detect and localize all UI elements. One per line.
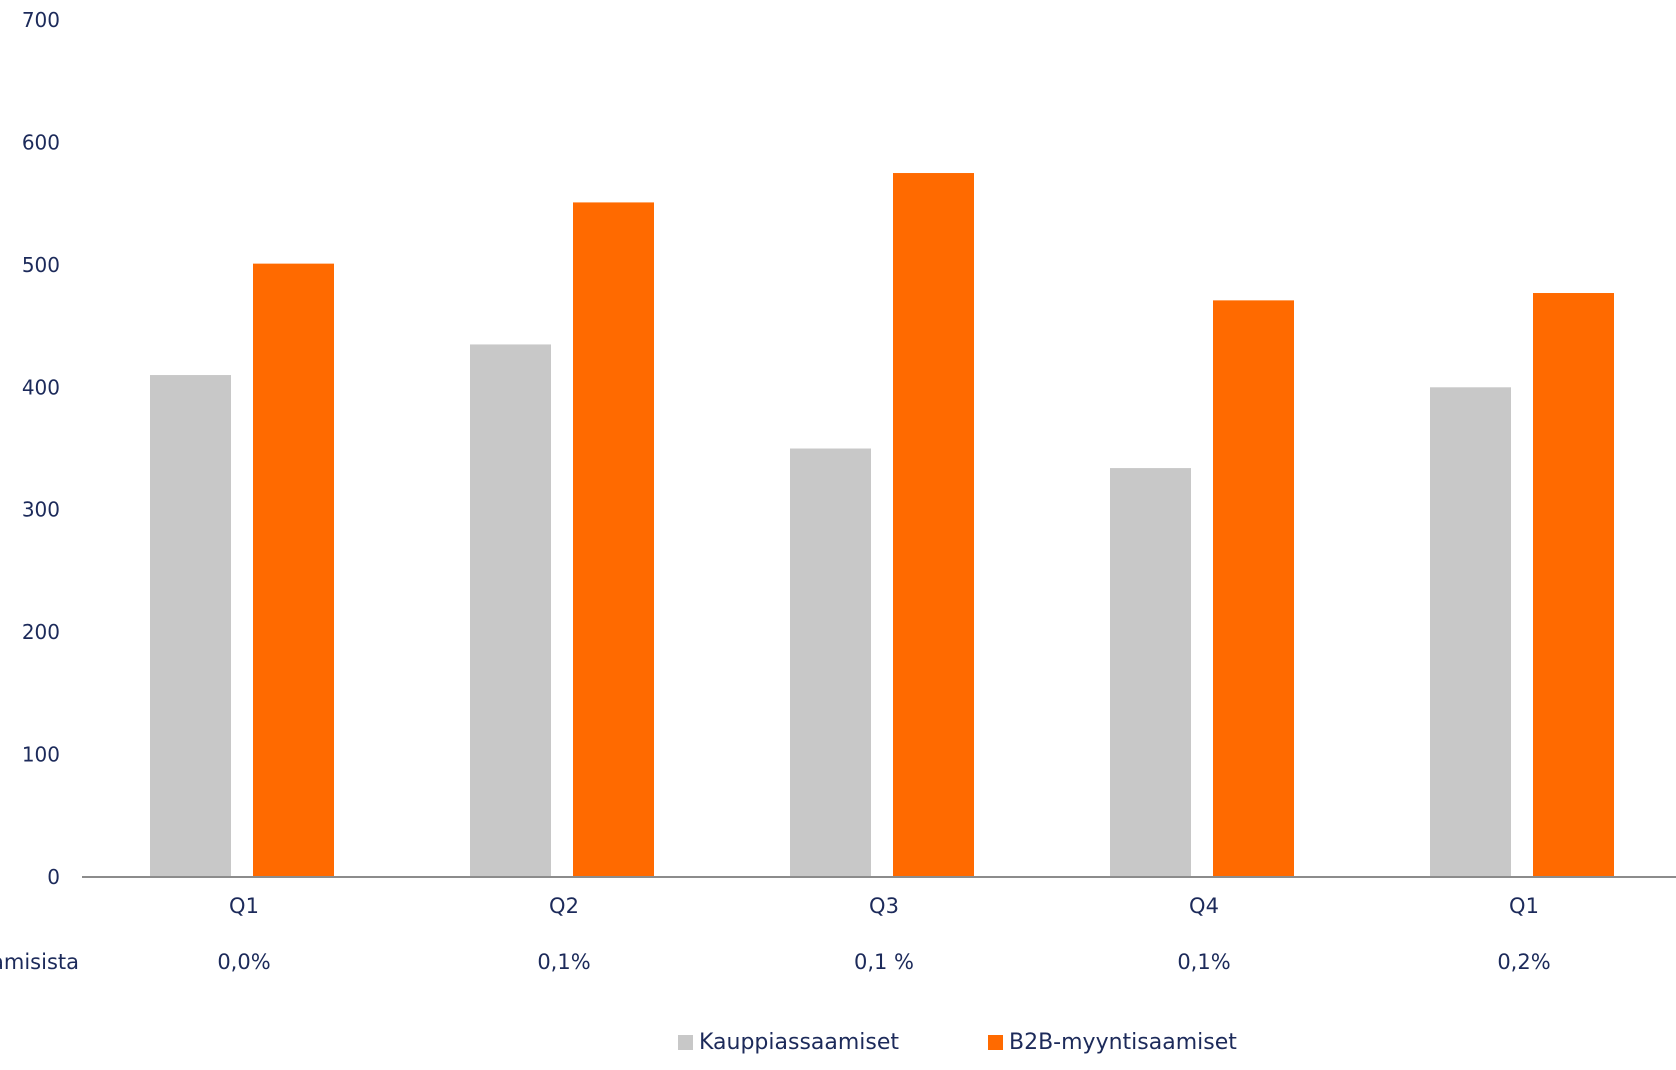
bar-b2b-myyntisaamiset	[1533, 293, 1614, 877]
legend-item-b2b-myyntisaamiset: B2B-myyntisaamiset	[988, 1030, 1237, 1055]
bar-b2b-myyntisaamiset	[253, 263, 334, 878]
legend-label-kauppiassaamiset: Kauppiassaamiset	[699, 1030, 900, 1055]
secondary-row-value: 0,2%	[1497, 950, 1550, 974]
x-tick-label: Q2	[549, 894, 579, 918]
y-tick-label: 200	[22, 620, 60, 644]
bar-b2b-myyntisaamiset	[893, 173, 974, 878]
secondary-row-label: amisista	[0, 950, 79, 974]
x-tick-label: Q3	[869, 894, 899, 918]
secondary-row: 0,0% 0,1% 0,1 % 0,1% 0,2%	[217, 950, 1550, 974]
legend-swatch-b2b-myyntisaamiset	[988, 1035, 1003, 1050]
bar-b2b-myyntisaamiset	[1213, 300, 1294, 877]
bars	[150, 173, 1614, 878]
bar-kauppiassaamiset	[1430, 387, 1511, 877]
y-tick-label: 600	[22, 130, 60, 154]
bar-kauppiassaamiset	[470, 344, 551, 878]
secondary-row-value: 0,1 %	[854, 950, 914, 974]
y-tick-label: 700	[22, 8, 60, 32]
x-tick-label: Q4	[1189, 894, 1219, 918]
bar-b2b-myyntisaamiset	[573, 202, 654, 877]
x-tick-label: Q1	[1509, 894, 1539, 918]
y-tick-label: 100	[22, 743, 60, 767]
y-tick-label: 0	[47, 865, 60, 889]
x-axis: Q1 Q2 Q3 Q4 Q1	[229, 894, 1539, 918]
secondary-row-value: 0,1%	[1177, 950, 1230, 974]
legend-swatch-kauppiassaamiset	[678, 1035, 693, 1050]
secondary-row-value: 0,1%	[537, 950, 590, 974]
bar-kauppiassaamiset	[1110, 468, 1191, 877]
legend-item-kauppiassaamiset: Kauppiassaamiset	[678, 1030, 899, 1055]
secondary-row-value: 0,0%	[217, 950, 270, 974]
y-tick-label: 500	[22, 253, 60, 277]
legend-label-b2b-myyntisaamiset: B2B-myyntisaamiset	[1009, 1030, 1237, 1055]
legend: Kauppiassaamiset B2B-myyntisaamiset	[0, 1030, 1676, 1070]
bar-kauppiassaamiset	[790, 448, 871, 877]
y-tick-label: 300	[22, 498, 60, 522]
bar-kauppiassaamiset	[150, 375, 231, 877]
x-tick-label: Q1	[229, 894, 259, 918]
y-axis: 0 100 200 300 400 500 600 700	[22, 8, 60, 889]
y-tick-label: 400	[22, 375, 60, 399]
